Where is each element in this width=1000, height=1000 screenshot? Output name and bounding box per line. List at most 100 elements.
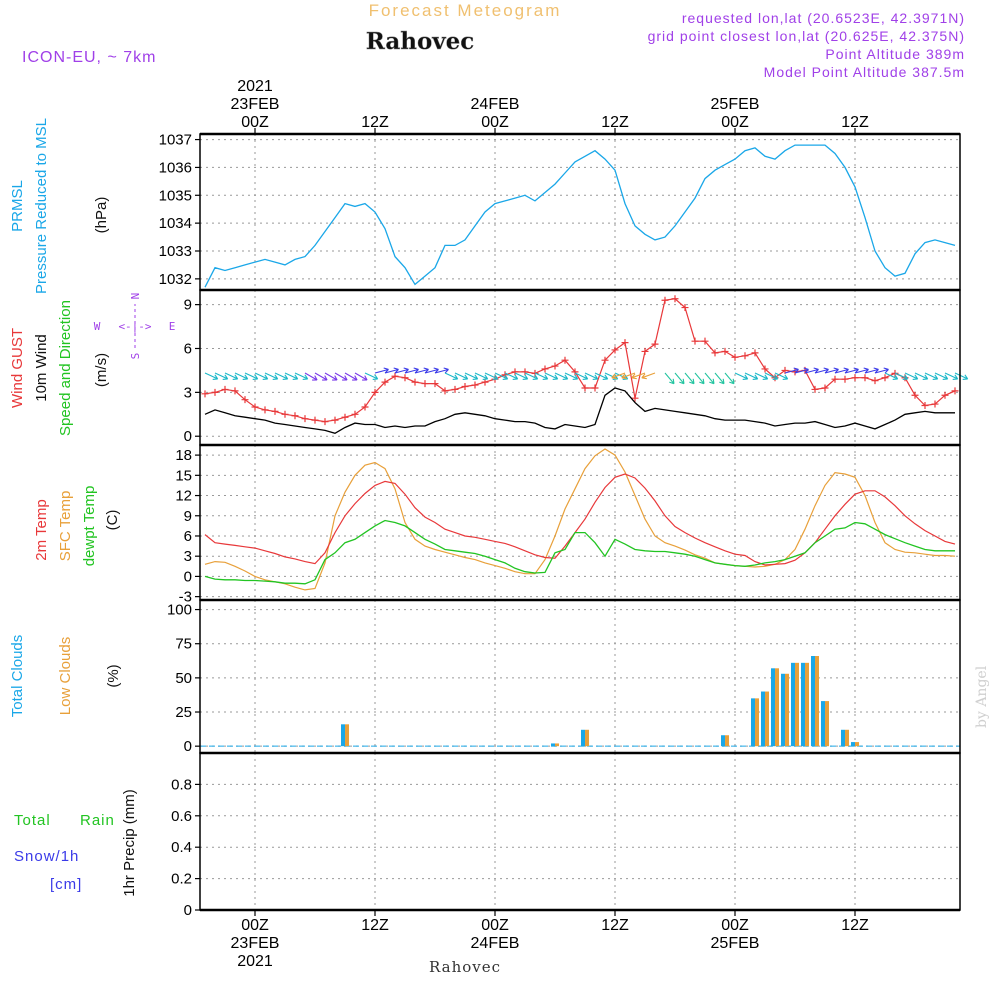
total-clouds-bar [771, 668, 775, 747]
wind-frame [199, 289, 961, 446]
pressure-frame [199, 133, 961, 291]
wind-dir-label: Speed and Direction [57, 300, 74, 436]
wind-direction-arrow [714, 372, 725, 385]
low-clouds-bar [585, 729, 589, 747]
precip-ytick-label: 0.2 [171, 871, 192, 888]
gust-marker [551, 362, 559, 370]
temperature-ytick-label: 18 [175, 447, 192, 464]
wind-ytick-label: 6 [184, 340, 192, 357]
temperature-ytick-label: -3 [179, 589, 192, 606]
low-clouds-bar [785, 673, 789, 747]
clouds-ytick-label: 100 [167, 602, 192, 619]
gust-marker [651, 340, 659, 348]
wind-direction-arrow [621, 372, 636, 380]
precip-ytick-label: 0.4 [171, 839, 192, 856]
wind-ytick-label: 3 [184, 384, 192, 401]
precip-frame [199, 752, 961, 911]
chart-subtitle: Forecast Meteogram [369, 1, 562, 20]
low-clouds-bar [825, 701, 829, 747]
bottom-time-label: 25FEB [711, 935, 760, 952]
gust-marker [251, 403, 259, 411]
bottom-time-label: 00Z [241, 917, 269, 934]
gust-marker [871, 377, 879, 385]
gust-label: Wind GUST [9, 328, 26, 408]
pressure-ytick-label: 1032 [159, 271, 192, 288]
gust-marker [611, 346, 619, 354]
gust-marker [241, 396, 249, 404]
gust-marker [221, 385, 229, 393]
gust-marker [261, 406, 269, 414]
bottom-time-label: 12Z [841, 917, 869, 934]
wind-direction-arrow [924, 372, 939, 380]
low-clouds-bar [795, 662, 799, 747]
wind-direction-arrow [554, 372, 569, 380]
snow-unit-label: [cm] [50, 876, 82, 893]
wind-direction-arrow [664, 372, 675, 385]
gust-marker [861, 374, 869, 382]
total-clouds-label: Total Clouds [9, 635, 26, 718]
wind-direction-arrow [504, 372, 519, 380]
total-clouds-bar [751, 698, 755, 747]
wind-direction-arrow [934, 372, 949, 380]
model-altitude: Model Point Altitude 387.5m [764, 64, 965, 80]
dewpt-line [204, 519, 955, 585]
top-time-label: 23FEB [231, 96, 280, 113]
point-altitude: Point Altitude 389m [825, 46, 965, 62]
gust-marker [341, 413, 349, 421]
pressure-ytick-label: 1033 [159, 243, 192, 260]
wind-direction-arrow [574, 372, 589, 380]
bottom-time-label: 00Z [481, 917, 509, 934]
compass-w: W [94, 320, 101, 333]
gust-marker [401, 374, 409, 382]
wind-direction-arrow [284, 372, 299, 380]
total-label: Total [14, 812, 51, 829]
wind-label: 10m Wind [33, 334, 50, 402]
top-time-label: 12Z [601, 114, 629, 131]
pressure-label: Pressure Reduced to MSL [33, 118, 50, 294]
wind-direction-arrow [604, 372, 619, 380]
clouds-ytick-label: 25 [175, 704, 192, 721]
pressure-ytick-label: 1037 [159, 132, 192, 149]
gust-marker [951, 387, 959, 395]
grid-layer: 1032 1033 1034 1035 1036 1037 0 3 6 9 -3 0 3 6 9 12 15 18… [159, 132, 960, 919]
top-time-label: 00Z [481, 114, 509, 131]
sfc-temp-line [204, 448, 956, 591]
top-time-label: 00Z [721, 114, 749, 131]
wind-direction-arrow [274, 372, 289, 380]
t2m-line [204, 473, 956, 566]
gust-marker [691, 337, 699, 345]
clouds-ytick-label: 0 [184, 738, 192, 755]
wind-direction-arrow [514, 372, 529, 380]
wind-direction-arrow [214, 372, 229, 380]
gust-marker [361, 403, 369, 411]
low-clouds-bar [555, 743, 559, 747]
gust-marker [271, 407, 279, 415]
gust-marker [601, 356, 609, 364]
wind-direction-arrow [774, 372, 789, 380]
gust-marker [671, 295, 679, 303]
wind-direction-arrow [234, 372, 249, 380]
gust-marker [841, 375, 849, 383]
gust-marker [321, 418, 329, 426]
temperature-ytick-label: 6 [184, 528, 192, 545]
wind-direction-arrow [914, 372, 929, 380]
wind-direction-arrow [304, 372, 318, 381]
pressure-ytick-label: 1034 [159, 215, 192, 232]
wind-direction-arrow [954, 372, 969, 380]
gust-marker [711, 349, 719, 357]
wind-direction-arrow [631, 372, 646, 380]
gust-marker [921, 402, 929, 410]
wind-direction-arrow [264, 372, 279, 380]
gust-marker [731, 353, 739, 361]
gust-marker [481, 378, 489, 386]
gust-marker [821, 384, 829, 392]
gust-marker [471, 381, 479, 389]
total-clouds-bar [851, 742, 855, 747]
gust-marker [421, 380, 429, 388]
compass-s: S [129, 353, 142, 360]
compass-n: N [129, 293, 142, 300]
precip-ytick-label: 0.6 [171, 808, 192, 825]
wind-direction-arrow [584, 372, 599, 380]
wind-direction-arrow [674, 372, 685, 385]
